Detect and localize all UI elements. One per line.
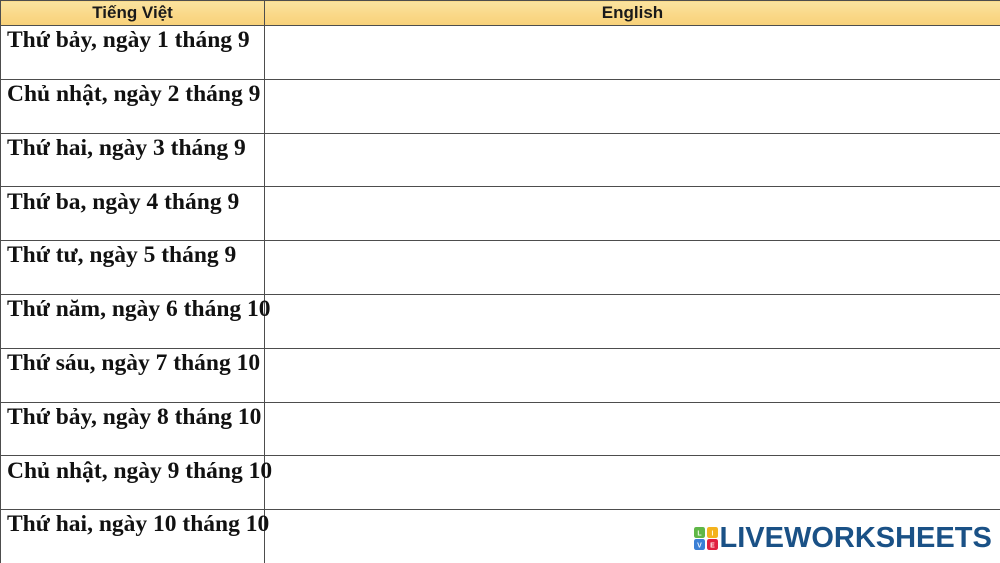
svg-text:E: E	[710, 542, 715, 549]
svg-text:L: L	[697, 530, 702, 537]
svg-text:I: I	[711, 530, 713, 537]
svg-text:V: V	[697, 542, 702, 549]
